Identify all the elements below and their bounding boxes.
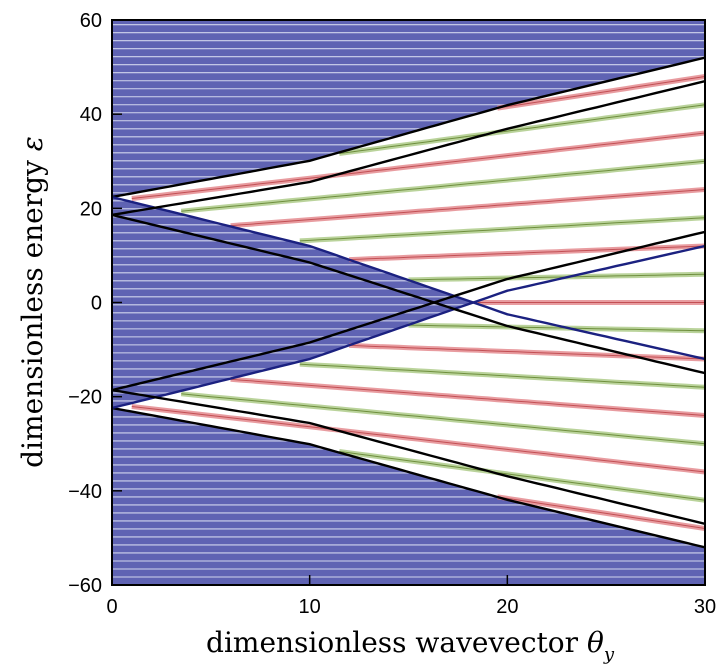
band-level-line bbox=[181, 393, 705, 445]
series-line-4 bbox=[112, 80, 705, 217]
series-line-7 bbox=[112, 230, 705, 392]
band-level-line bbox=[339, 451, 705, 501]
y-tick-label: −20 bbox=[68, 387, 102, 409]
y-axis-label: dimensionless energy ε bbox=[16, 136, 49, 468]
y-tick-label: 0 bbox=[91, 293, 102, 315]
x-tick-label: 20 bbox=[496, 596, 518, 618]
y-tick-label: −40 bbox=[68, 481, 102, 503]
band-level-line bbox=[339, 104, 705, 154]
series-line-5 bbox=[112, 388, 705, 525]
x-tick-label: 0 bbox=[106, 596, 117, 618]
band-level-line bbox=[349, 245, 705, 261]
band-level-line bbox=[299, 363, 705, 388]
band-level-line bbox=[349, 344, 705, 360]
series-line-6 bbox=[112, 213, 705, 375]
band-level-line bbox=[299, 217, 705, 242]
y-tick-label: 40 bbox=[80, 104, 102, 126]
band-level-line bbox=[131, 406, 705, 473]
band-level-line bbox=[131, 132, 705, 199]
series-line-3 bbox=[112, 244, 705, 410]
tick-label-group: 0 10 20 30 −60 −40 −20 0 20 40 60 bbox=[68, 10, 716, 618]
x-tick-label: 30 bbox=[694, 596, 716, 618]
band-level-line bbox=[230, 189, 705, 227]
band-level-line bbox=[181, 160, 705, 212]
tick-group bbox=[111, 19, 706, 586]
band-level-line bbox=[408, 324, 705, 332]
series-line-0 bbox=[112, 56, 705, 199]
band-level-line bbox=[408, 273, 705, 281]
series-line-group bbox=[112, 56, 705, 549]
x-axis-label: dimensionless wavevector θy bbox=[206, 626, 615, 665]
y-tick-label: −60 bbox=[68, 575, 102, 597]
y-tick-label: 60 bbox=[80, 10, 102, 32]
band-level-line bbox=[497, 76, 705, 109]
band-group bbox=[112, 57, 705, 548]
plot-area bbox=[112, 20, 705, 585]
series-line-1 bbox=[112, 406, 705, 549]
band-level-line bbox=[230, 378, 705, 416]
x-tick-label: 10 bbox=[299, 596, 321, 618]
y-tick-label: 20 bbox=[80, 198, 102, 220]
band-level-line bbox=[497, 496, 705, 529]
lower-band-region bbox=[112, 246, 705, 548]
series-line-2 bbox=[112, 195, 705, 361]
